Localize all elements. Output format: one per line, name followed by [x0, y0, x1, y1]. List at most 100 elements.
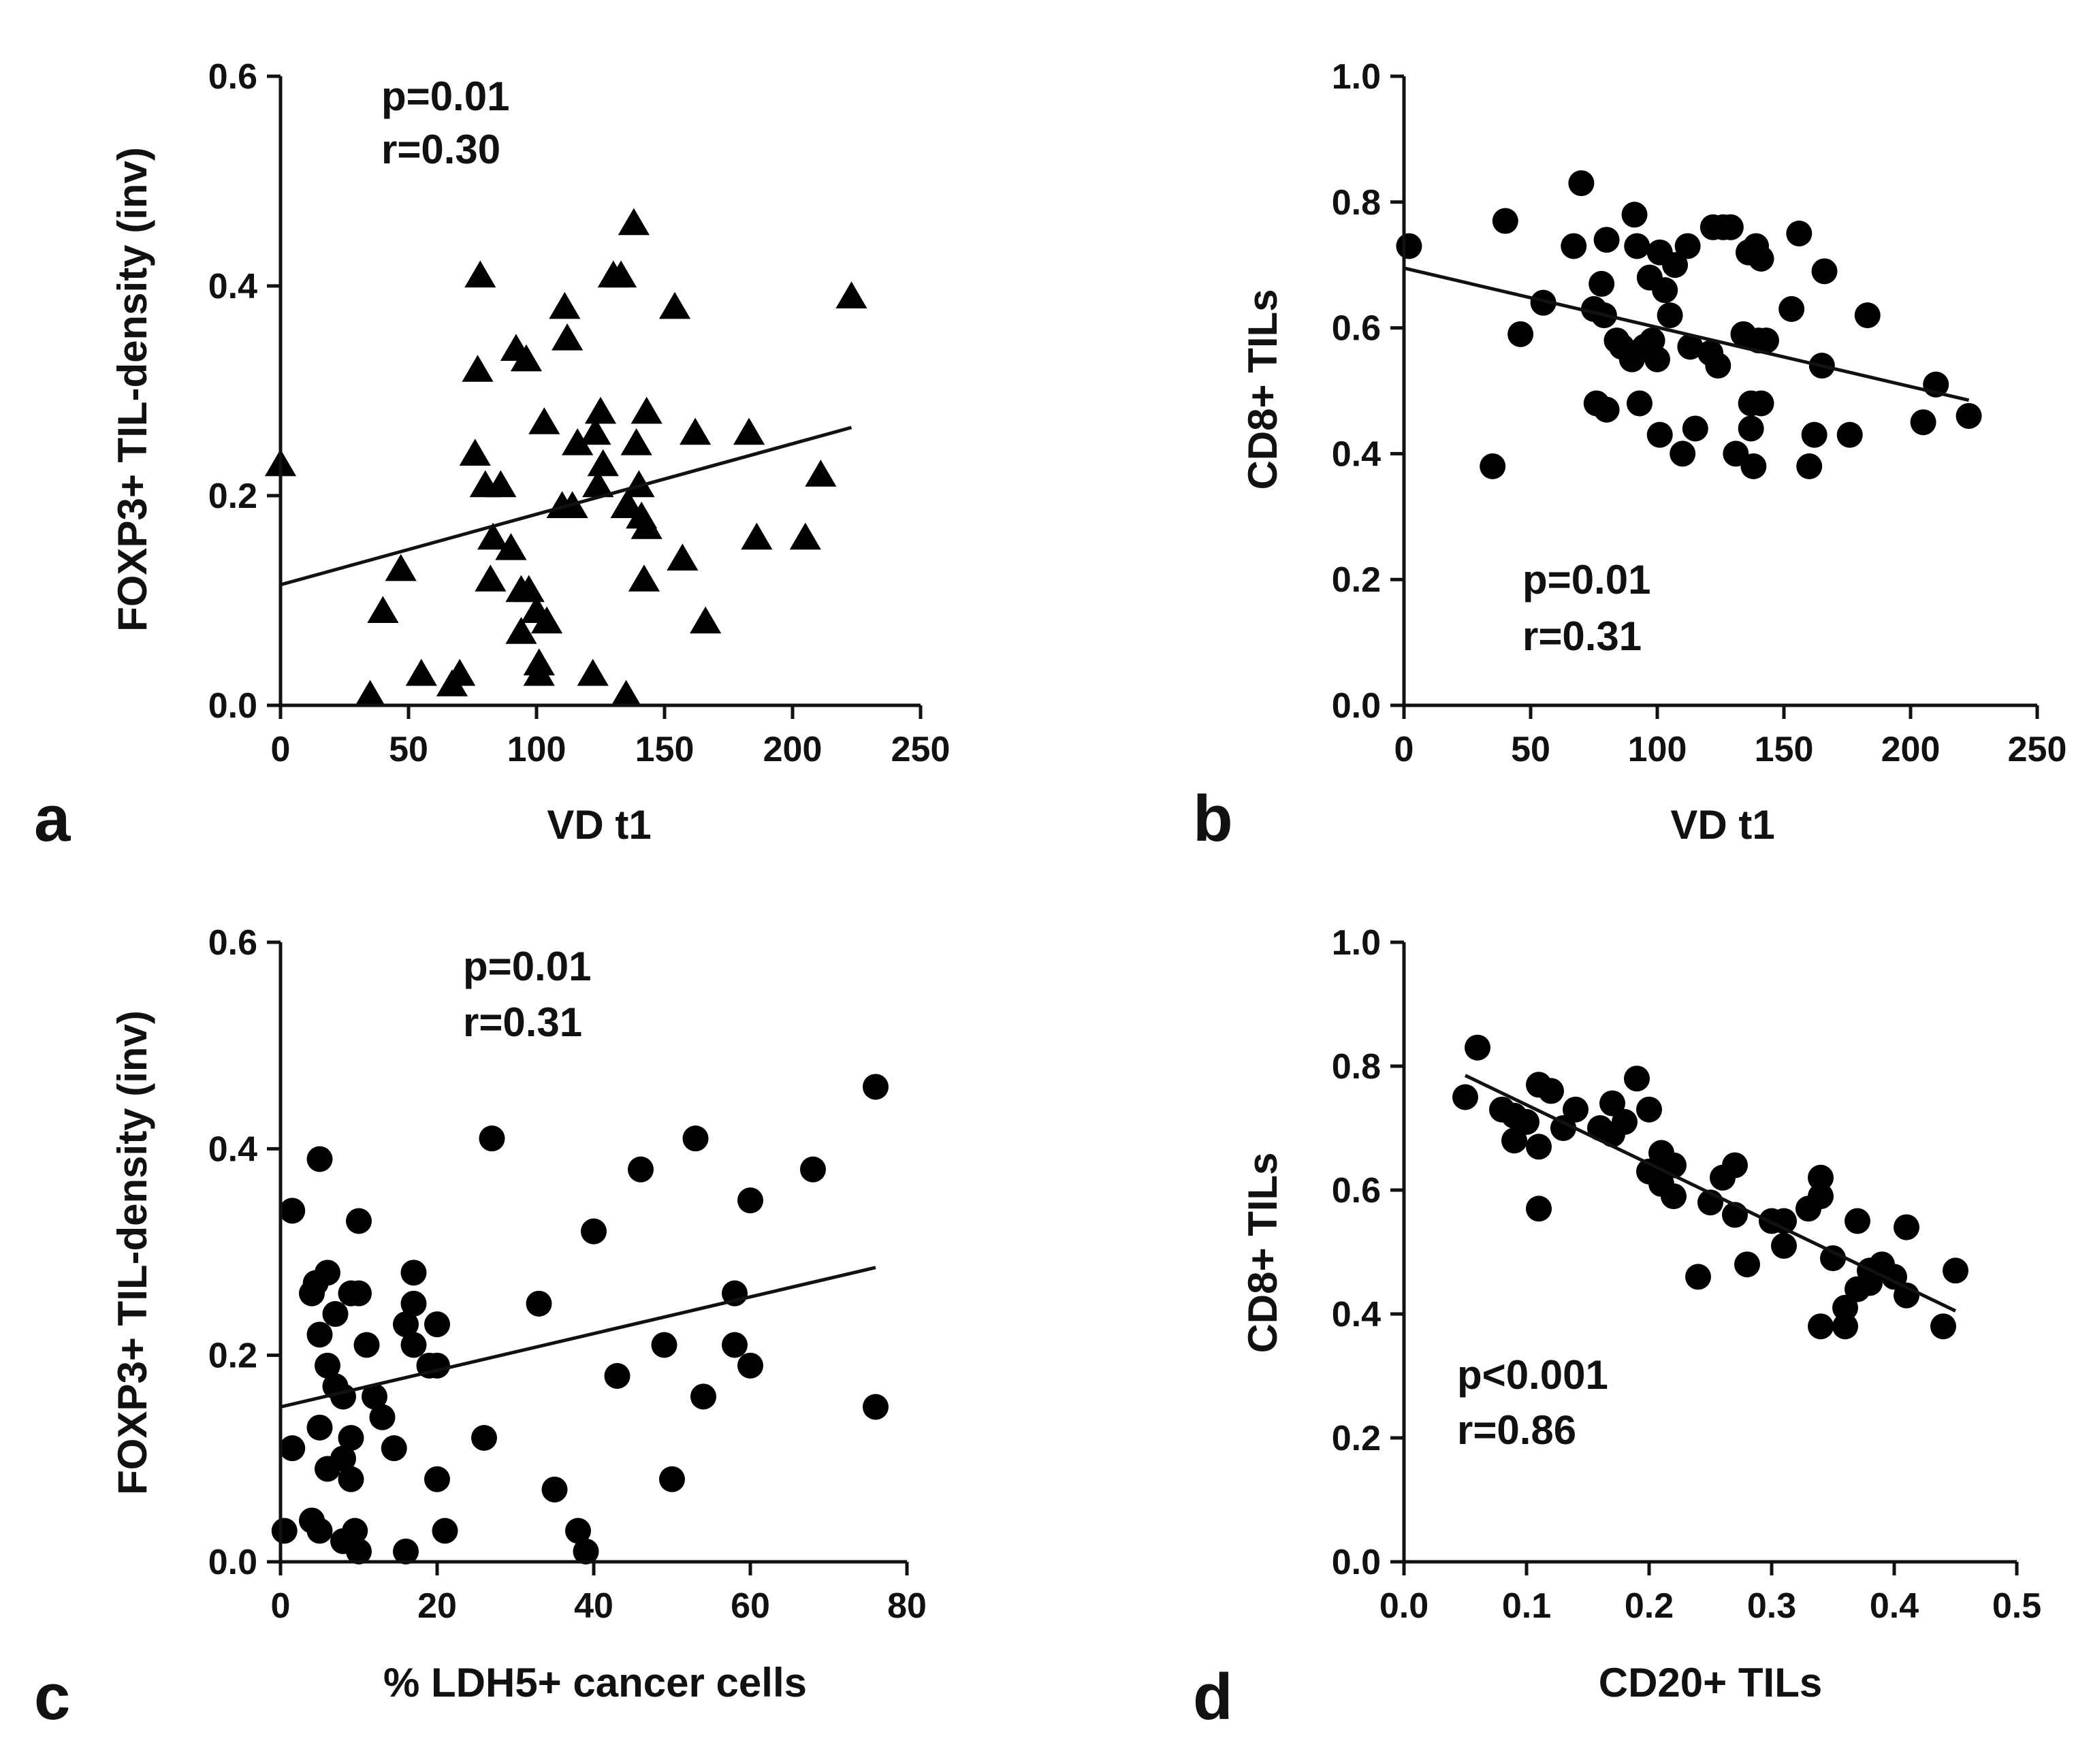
data-point-triangle — [530, 606, 563, 634]
y-tick-label: 0.0 — [208, 686, 257, 726]
data-point-circle — [800, 1156, 826, 1183]
data-point-circle — [1644, 346, 1670, 372]
x-tick-label: 0.4 — [1870, 1586, 1919, 1626]
data-point-circle — [381, 1435, 407, 1462]
data-point-triangle — [477, 522, 509, 550]
data-point-circle — [346, 1538, 372, 1565]
data-point-triangle — [475, 564, 507, 592]
data-point-triangle — [667, 543, 699, 571]
panel-a: 0 50 100 150 200 250 0.0 0.2 0.4 0.6 VD t1 FOXP3… — [34, 57, 950, 855]
data-point-circle — [279, 1435, 306, 1462]
data-point-circle — [1786, 221, 1813, 246]
data-point-triangle — [562, 428, 594, 455]
data-point-circle — [1740, 453, 1767, 479]
data-point-circle — [1492, 208, 1518, 234]
data-point-circle — [1465, 1034, 1490, 1061]
data-point-circle — [362, 1383, 387, 1410]
data-point-triangle — [485, 470, 517, 498]
data-point-triangle — [690, 606, 722, 634]
data-point-circle — [1956, 402, 1982, 429]
data-point-circle — [737, 1187, 763, 1214]
panel-d-y-ticks: 0.0 0.2 0.4 0.6 0.8 1.0 — [1332, 923, 1404, 1582]
panel-c-r-value: r=0.31 — [463, 999, 582, 1045]
y-tick-label: 0.6 — [1332, 309, 1381, 349]
data-point-circle — [1526, 1196, 1552, 1222]
data-point-circle — [1778, 295, 1805, 322]
data-point-circle — [1624, 233, 1650, 259]
panel-c-fit-line — [280, 1266, 876, 1409]
data-point-triangle — [587, 449, 619, 477]
y-tick-label: 0.2 — [208, 477, 257, 516]
data-point-triangle — [523, 648, 555, 675]
data-point-circle — [1748, 390, 1774, 417]
x-tick-label: 200 — [763, 730, 823, 769]
data-point-triangle — [444, 658, 476, 686]
panel-b-y-ticks: 0.0 0.2 0.4 0.6 0.8 1.0 — [1332, 57, 1404, 726]
data-point-circle — [1705, 353, 1731, 379]
panel-a-letter: a — [34, 782, 71, 855]
panel-d-x-ticks: 0.0 0.1 0.2 0.3 0.4 0.5 — [1379, 1562, 2041, 1626]
data-point-circle — [1717, 214, 1744, 240]
data-point-circle — [1646, 421, 1673, 448]
panel-c-letter: c — [34, 1661, 70, 1733]
panel-a-y-label: FOXP3+ TIL-density (inv) — [110, 147, 155, 632]
data-point-circle — [1501, 1127, 1527, 1154]
data-point-circle — [1480, 453, 1506, 479]
panel-b-x-label: VD t1 — [1670, 802, 1774, 848]
panel-a-p-value: p=0.01 — [381, 74, 509, 119]
data-point-triangle — [354, 679, 386, 707]
data-point-circle — [1734, 1251, 1760, 1278]
data-point-triangle — [579, 417, 611, 445]
data-point-circle — [863, 1394, 889, 1420]
y-tick-label: 0.0 — [208, 1543, 257, 1582]
data-point-circle — [1621, 202, 1648, 228]
data-point-circle — [1396, 233, 1422, 259]
data-point-circle — [1452, 1084, 1478, 1110]
data-point-circle — [1514, 1108, 1539, 1135]
panel-d: 0.0 0.1 0.2 0.3 0.4 0.5 0.0 0.2 0.4 0.6 0.8 1.0 CD… — [1193, 923, 2041, 1733]
data-point-circle — [690, 1383, 716, 1410]
panel-c-y-ticks: 0.0 0.2 0.4 0.6 — [208, 923, 281, 1582]
y-tick-label: 1.0 — [1332, 923, 1381, 963]
data-point-circle — [322, 1301, 349, 1327]
x-tick-label: 0.5 — [1992, 1586, 2041, 1626]
x-tick-label: 0.1 — [1502, 1586, 1551, 1626]
data-point-circle — [1722, 1152, 1748, 1178]
y-tick-label: 0.4 — [1332, 1295, 1381, 1334]
data-point-circle — [353, 1332, 380, 1358]
x-tick-label: 20 — [417, 1586, 457, 1626]
panel-b-y-label: CD8+ TILs — [1240, 289, 1286, 490]
data-point-circle — [1561, 233, 1587, 259]
data-point-circle — [1930, 1313, 1956, 1340]
data-point-circle — [1801, 421, 1827, 448]
data-point-triangle — [462, 355, 494, 382]
data-point-circle — [1657, 302, 1683, 329]
x-tick-label: 60 — [731, 1586, 770, 1626]
data-point-triangle — [577, 658, 609, 686]
x-tick-label: 0 — [271, 730, 291, 769]
panel-a-y-ticks: 0.0 0.2 0.4 0.6 — [208, 57, 281, 726]
data-point-circle — [1636, 1096, 1662, 1123]
data-point-circle — [1771, 1208, 1797, 1234]
y-tick-label: 0.6 — [1332, 1171, 1381, 1210]
data-point-triangle — [623, 470, 655, 498]
data-point-triangle — [618, 208, 650, 236]
data-point-circle — [306, 1414, 333, 1441]
data-point-triangle — [628, 564, 660, 592]
x-tick-label: 80 — [887, 1586, 927, 1626]
data-point-circle — [1832, 1294, 1858, 1321]
data-point-circle — [315, 1352, 340, 1379]
x-tick-label: 100 — [1628, 730, 1687, 769]
panel-b-fit-line — [1403, 266, 1970, 402]
data-point-circle — [1832, 1313, 1858, 1340]
data-point-circle — [1624, 1065, 1650, 1092]
data-point-circle — [479, 1125, 505, 1152]
data-point-circle — [1563, 1096, 1589, 1123]
data-point-circle — [1845, 1208, 1870, 1234]
panel-c: 0 20 40 60 80 0.0 0.2 0.4 0.6 % LDH5+ cancer ce… — [34, 923, 927, 1733]
data-point-circle — [1796, 453, 1823, 479]
panel-c-p-value: p=0.01 — [463, 944, 591, 989]
data-point-circle — [330, 1445, 356, 1472]
data-point-circle — [1811, 258, 1838, 285]
data-point-circle — [400, 1260, 427, 1286]
